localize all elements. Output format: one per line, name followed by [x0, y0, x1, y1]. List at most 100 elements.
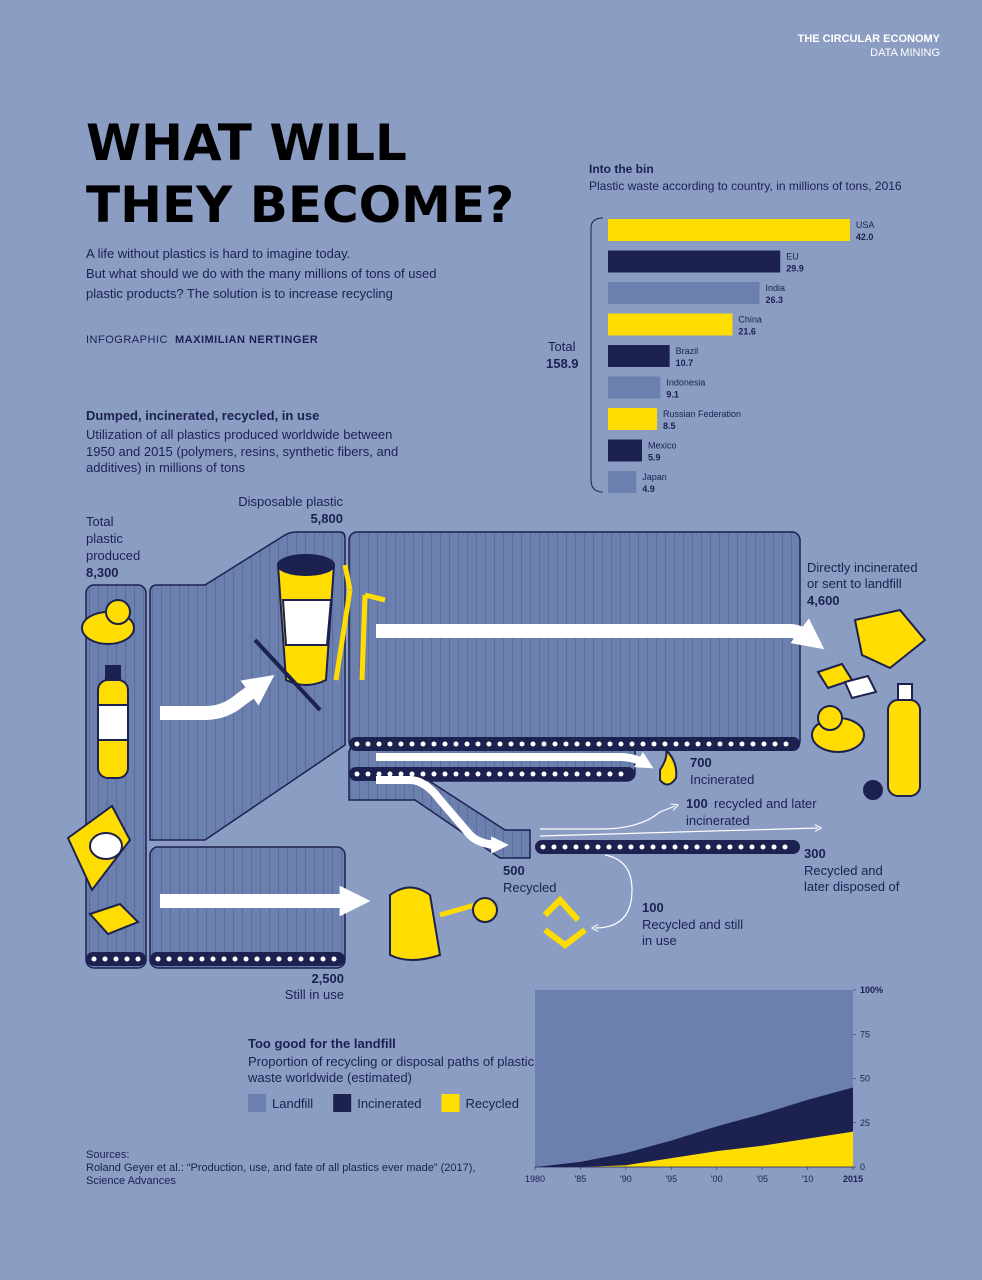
belt-dot [541, 741, 547, 747]
title: WHAT WILL [86, 114, 407, 172]
belt-dot [562, 844, 568, 850]
bar-label: Japan [642, 472, 667, 482]
x-tick-label: '85 [575, 1174, 587, 1184]
belt-dot [574, 741, 580, 747]
credit-label: INFOGRAPHIC [86, 334, 168, 346]
belt-dot [651, 741, 657, 747]
belt-dot [585, 741, 591, 747]
bar-value: 10.7 [676, 358, 694, 368]
bar [608, 313, 733, 336]
legend-swatch [248, 1094, 266, 1112]
belt-dot [738, 844, 744, 850]
x-tick-label: '90 [620, 1174, 632, 1184]
belt-strip [535, 840, 800, 854]
bar [608, 250, 781, 273]
belt-dot [771, 844, 777, 850]
recycled-value: 500 [503, 863, 525, 878]
belt-dot [728, 741, 734, 747]
incinerated-label: Incinerated [690, 772, 754, 787]
belt-dot [221, 956, 227, 962]
belt-dot [672, 844, 678, 850]
belt-dot [573, 844, 579, 850]
bar [608, 345, 670, 367]
belt-dot [596, 771, 602, 777]
area-subtitle: waste worldwide (estimated) [247, 1070, 412, 1085]
belt-dot [254, 956, 260, 962]
bar-label: Indonesia [666, 378, 705, 388]
still-in-use-label: Still in use [285, 987, 344, 1002]
bar-label: EU [786, 252, 799, 262]
belt-dot [442, 771, 448, 777]
recycled-disposed-label: later disposed of [804, 879, 900, 894]
recycled-in-use-value: 100 [642, 900, 664, 915]
belt-dot [607, 771, 613, 777]
subsection: DATA MINING [870, 47, 940, 59]
bar-value: 9.1 [666, 390, 679, 400]
belt-dot [420, 771, 426, 777]
belt-dot [551, 844, 557, 850]
belt-dot [629, 741, 635, 747]
belt-dot [91, 956, 97, 962]
area-title: Too good for the landfill [248, 1036, 396, 1051]
belt-dot [298, 956, 304, 962]
x-tick-label: '00 [711, 1174, 723, 1184]
belt-dot [540, 844, 546, 850]
credit-author: MAXIMILIAN NERTINGER [175, 334, 318, 346]
x-tick-label: 2015 [843, 1174, 863, 1184]
bar-label: China [738, 315, 762, 325]
bar-value: 4.9 [642, 484, 655, 494]
bar [608, 219, 850, 241]
belt-dot [135, 956, 141, 962]
belt-dot [354, 741, 360, 747]
bracket [590, 217, 604, 493]
belt-dot [309, 956, 315, 962]
flow-subtitle: 1950 and 2015 (polymers, resins, synthet… [86, 444, 398, 459]
belt-dot [530, 741, 536, 747]
belt-dot [166, 956, 172, 962]
bar-value: 21.6 [738, 327, 756, 337]
direct-label: Directly incinerated [807, 560, 918, 575]
bar-value: 29.9 [786, 264, 804, 274]
belt-dot [552, 771, 558, 777]
bar-value: 8.5 [663, 421, 676, 431]
belt-dot [639, 844, 645, 850]
belt-dot [497, 741, 503, 747]
belt-dot [694, 844, 700, 850]
belt-dot [420, 741, 426, 747]
belt-dot [717, 741, 723, 747]
belt-dot [486, 741, 492, 747]
belt-dot [628, 844, 634, 850]
bar-value: 5.9 [648, 453, 661, 463]
y-tick-label: 50 [860, 1074, 870, 1084]
recycled-incinerated-value: 100 [686, 796, 708, 811]
belt-dot [519, 771, 525, 777]
legend-label: Incinerated [357, 1096, 421, 1111]
belt-dot [431, 771, 437, 777]
still-in-use-value: 2,500 [311, 971, 344, 986]
belt-dot [199, 956, 205, 962]
belt-dot [464, 741, 470, 747]
belt-dot [124, 956, 130, 962]
recycled-incinerated-label: incinerated [686, 813, 750, 828]
bar-title: Into the bin [589, 162, 654, 176]
belt-dot [475, 771, 481, 777]
belt-dot [113, 956, 119, 962]
belt-dot [574, 771, 580, 777]
belt-dot [508, 771, 514, 777]
belt-dot [716, 844, 722, 850]
total-label: produced [86, 548, 140, 563]
belt-dot [398, 771, 404, 777]
belt-dot [387, 771, 393, 777]
belt-dot [354, 771, 360, 777]
belt-dot [618, 771, 624, 777]
title: THEY BECOME? [86, 176, 514, 234]
belt-dot [563, 741, 569, 747]
belt-dot [276, 956, 282, 962]
icons [66, 554, 927, 961]
belt-dot [155, 956, 161, 962]
belt-dot [177, 956, 183, 962]
belt-dot [210, 956, 216, 962]
belt-dot [584, 844, 590, 850]
disposable-value: 5,800 [310, 511, 343, 526]
